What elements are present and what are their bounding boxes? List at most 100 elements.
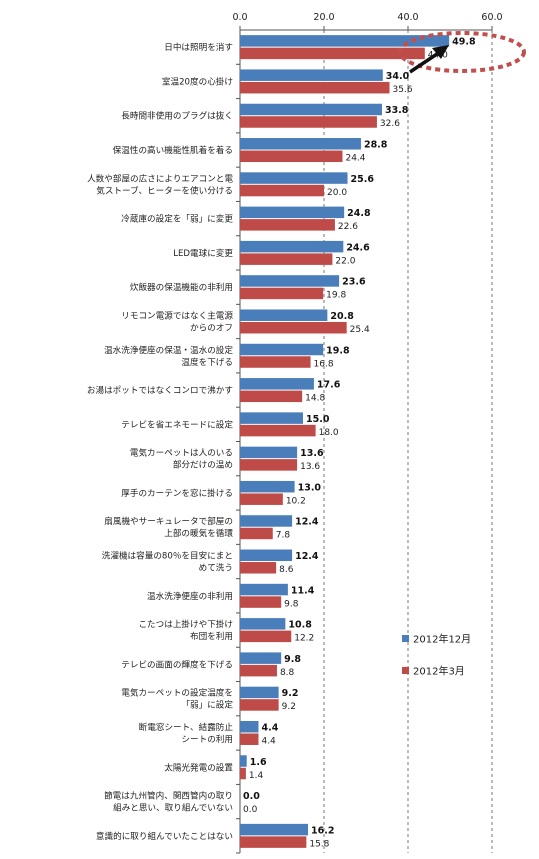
category-label: 布団を利用 [190,630,233,642]
bar-2012-12 [240,206,345,219]
value-label-2012-12: 12.4 [295,517,319,528]
bar-2012-03 [240,767,246,780]
category-label: めて洗う [199,562,233,574]
category-label: 意識的に取り組んでいたことはない [96,830,233,842]
bar-2012-03 [240,116,377,128]
bar-2012-03 [240,733,259,745]
category-label: シートの利用 [181,733,233,745]
value-label-2012-12: 13.0 [298,482,322,493]
value-label-2012-12: 23.6 [342,277,366,288]
value-label-2012-03: 19.8 [326,291,346,301]
arrow-shaft [409,50,441,74]
bar-2012-12 [240,240,344,253]
bar-2012-03 [240,356,311,368]
legend-label: 2012年3月 [413,665,465,678]
value-label-2012-12: 11.4 [291,585,315,596]
bar-2012-12 [240,755,247,767]
bar-2012-03 [240,150,343,163]
value-label-2012-03: 22.0 [335,256,355,266]
bar-2012-12 [240,480,295,493]
value-label-2012-03: 13.6 [300,462,320,472]
bar-2012-12 [240,103,382,116]
value-label-2012-03: 4.4 [261,736,276,746]
value-label-2012-03: 9.8 [284,599,299,609]
category-label: リモコン電源ではなく主電源 [121,309,233,321]
category-label: LED電球に変更 [173,247,233,259]
category-label: 人数や部屋の広さによりエアコンと電 [87,172,233,184]
bar-2012-03 [240,253,333,265]
value-label-2012-03: 32.6 [380,119,400,129]
bar-2012-03 [240,562,277,574]
value-label-2012-03: 44.0 [428,51,448,61]
bar-2012-03 [240,527,273,540]
legend-swatch [402,635,409,642]
highlight-annotation [398,31,526,74]
value-label-2012-12: 15.0 [306,414,330,425]
category-label: テレビを省エネモードに設定 [121,418,233,430]
bar-2012-12 [240,515,293,527]
x-axis-ticks: 0.0 20.0 40.0 60.0 [232,12,503,854]
bar-2012-12 [240,275,340,287]
bar-2012-03 [240,596,282,608]
value-label-2012-03: 1.4 [249,771,264,781]
value-label-2012-03: 7.8 [276,531,291,541]
category-label: 電気カーペットは人のいる [130,447,233,459]
bar-2012-12 [240,652,282,664]
value-label-2012-03: 10.2 [286,496,306,506]
bar-2012-03 [240,459,298,471]
bar-2012-12 [240,378,314,390]
value-label-2012-12: 49.8 [452,37,476,48]
value-label-2012-03: 16.8 [314,359,334,369]
value-label-2012-12: 0.0 [243,791,260,802]
value-label-2012-12: 34.0 [386,71,410,82]
category-label: 断電窓シート、結露防止 [139,721,234,733]
category-label: 気ストーブ、ヒーターを使い分ける [96,184,233,196]
value-label-2012-12: 19.8 [326,345,350,356]
category-label: 洗濯機は容量の80％を目安にまと [102,550,233,562]
category-label: 厚手のカーテンを窓に掛ける [121,487,233,499]
bar-2012-03 [240,321,347,334]
value-label-2012-03: 9.2 [282,702,296,712]
category-label: 保温性の高い機能性肌着を着る [113,144,233,156]
category-labels: 日中は照明を消す室温20度の心掛け長時間非使用のプラグは抜く保温性の高い機能性肌… [87,41,234,842]
bar-2012-12 [240,69,383,81]
bar-2012-12 [240,343,324,356]
value-label-2012-03: 18.0 [319,428,339,438]
value-label-2012-12: 13.6 [300,448,324,459]
value-label-2012-12: 12.4 [295,551,319,562]
bar-2012-12 [240,172,348,184]
value-label-2012-12: 9.2 [282,688,299,699]
bar-2012-03 [240,287,324,300]
tick-label: 0.0 [232,12,247,23]
category-label: 電気カーペットの設定温度を [121,687,233,699]
value-label-2012-12: 24.6 [346,242,370,253]
category-label: 節電は九州管内、関西管内の取り [104,790,233,802]
legend: 2012年12月 2012年3月 [402,633,471,678]
bar-2012-12 [240,309,328,321]
category-label: 上部の暖気を循環 [164,527,233,539]
bar-2012-12 [240,446,298,459]
value-label-2012-03: 35.6 [393,85,413,95]
value-label-2012-12: 9.8 [284,654,301,665]
bar-2012-03 [240,424,316,437]
bar-2012-12 [240,583,288,596]
category-label: 部分だけの温め [173,459,233,471]
bar-2012-12 [240,618,286,630]
value-label-2012-03: 8.6 [279,565,294,575]
value-label-2012-03: 25.4 [350,325,370,335]
bar-2012-12 [240,412,303,424]
bar-2012-03 [240,630,292,643]
bar-2012-12 [240,823,309,836]
value-labels: 49.8 44.0 34.0 35.6 33.8 32.6 28.8 24.4 25.6 20.0… [243,37,476,850]
category-label: 太陽光発電の設置 [164,761,233,773]
value-label-2012-12: 28.8 [364,140,388,151]
bar-2012-12 [240,35,450,47]
legend-swatch [402,667,409,674]
category-label: 日中は照明を消す [164,41,233,53]
arrow-head [432,45,449,59]
bar-2012-12 [240,686,279,699]
bar-2012-03 [240,664,277,677]
value-label-2012-12: 17.6 [317,380,341,391]
value-label-2012-12: 10.8 [288,620,312,631]
bar-2012-03 [240,493,283,505]
